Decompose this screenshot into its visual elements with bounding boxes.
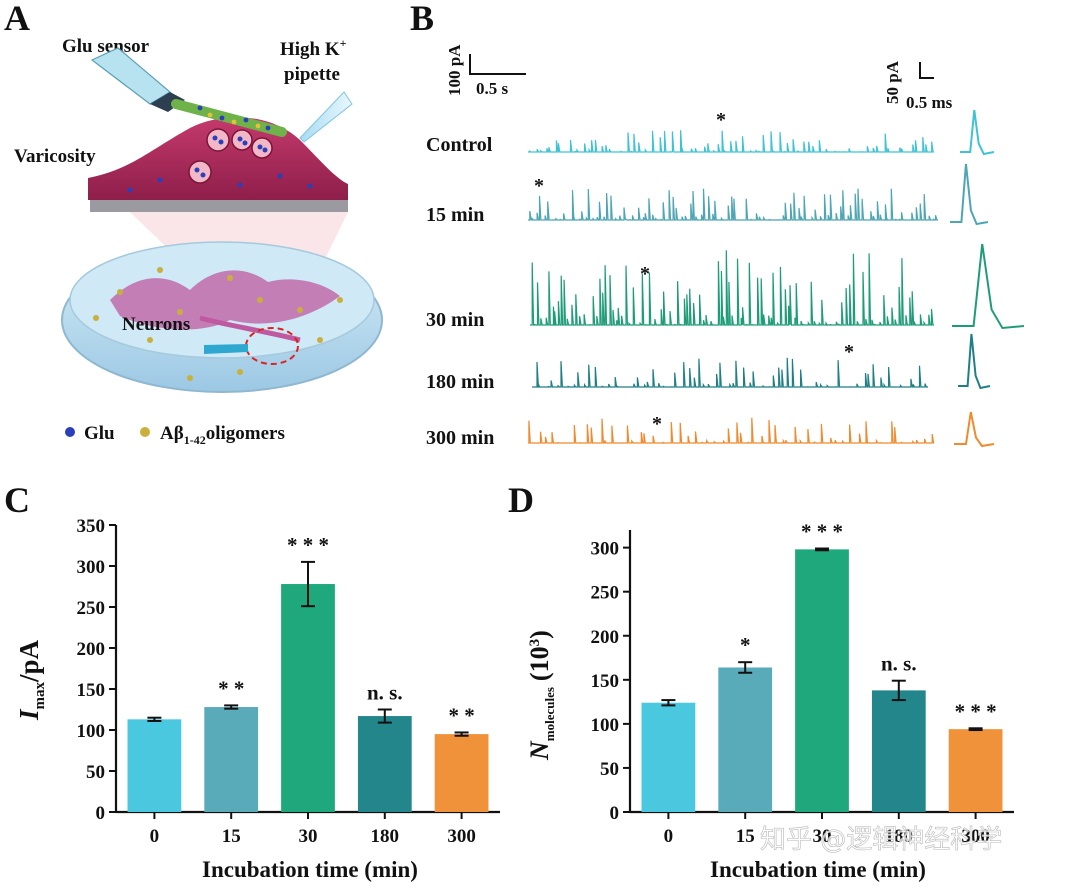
varicosity-illustration <box>88 117 348 212</box>
varicosity-label: Varicosity <box>14 146 96 167</box>
chart-d: 0 50 100 150 200 250 300 0 15 * 30 * * * 180 n. s. 300… <box>591 520 1014 847</box>
pipette-label-line2: pipette <box>284 64 340 85</box>
scale-left-y-label: 100 pA <box>445 44 464 96</box>
chart-d-significance-label: * * * <box>801 520 843 544</box>
chart-c-xtick-label: 0 <box>150 826 160 847</box>
chart-c: 0 50 100 150 200 250 300 350 0 15 * * 30 * * * 180 n. … <box>77 516 500 847</box>
chart-d-ytick-label: 50 <box>600 759 619 780</box>
chart-c-ytick-label: 0 <box>96 803 106 824</box>
scale-bar-left <box>469 54 526 75</box>
trace-300min <box>528 417 935 444</box>
spike-180min <box>958 333 991 390</box>
chart-d-xtick-label: 30 <box>813 826 832 847</box>
chart-d-bar <box>718 667 773 812</box>
panel-b: B 100 pA 0.5 s 50 pA 0.5 ms Control 15 m… <box>410 0 1025 449</box>
chart-d-bar <box>641 702 696 812</box>
chart-d-significance-label: n. s. <box>881 652 917 676</box>
chart-c-ytick-label: 200 <box>77 639 106 660</box>
neurons-label: Neurons <box>122 314 190 335</box>
chart-d-xtick-label: 180 <box>885 826 914 847</box>
scale-right-x-label: 0.5 ms <box>906 93 953 112</box>
glu-sensor-electrode <box>90 47 287 137</box>
chart-c-bar <box>127 719 182 812</box>
chart-d-ytick-label: 0 <box>610 803 620 824</box>
chart-d-bar <box>948 729 1003 812</box>
trace-control <box>528 130 934 153</box>
trace-180min <box>532 357 928 388</box>
chart-d-xlabel: Incubation time (min) <box>710 857 926 882</box>
chart-d-significance-label: * * * <box>955 699 997 723</box>
chart-d-ytick-label: 250 <box>591 583 620 604</box>
chart-d-xtick-label: 15 <box>736 826 755 847</box>
chart-c-ytick-label: 300 <box>77 557 106 578</box>
chart-c-bar <box>434 734 489 812</box>
star-30min: * <box>640 263 650 285</box>
chart-d-significance-label: * <box>740 633 751 657</box>
chart-c-ytick-label: 250 <box>77 598 106 619</box>
watermark: 知乎 @逻辑神经科学 <box>760 825 1002 855</box>
chart-c-significance-label: n. s. <box>367 681 403 705</box>
trace-label-180min: 180 min <box>426 371 494 393</box>
chart-c-xlabel: Incubation time (min) <box>202 857 418 882</box>
chart-d-ytick-label: 300 <box>591 539 620 560</box>
panel-c: C 0 50 100 150 200 250 300 350 0 15 * * 30 * * * 180 n… <box>4 480 500 882</box>
legend-glu-label: Glu <box>84 423 115 444</box>
chart-c-ytick-label: 350 <box>77 516 106 537</box>
spike-300min <box>954 411 995 448</box>
chart-c-ytick-label: 50 <box>86 762 105 783</box>
chart-c-xtick-label: 30 <box>299 826 318 847</box>
star-300min: * <box>652 413 662 435</box>
trace-30min <box>530 250 934 326</box>
chart-c-significance-label: * * <box>448 703 474 727</box>
chart-c-significance-label: * * <box>218 676 244 700</box>
scale-right-y-label: 50 pA <box>883 60 902 104</box>
spike-30min <box>952 243 1025 330</box>
chart-d-bar <box>871 690 926 812</box>
star-180min: * <box>844 341 854 363</box>
trace-label-control: Control <box>426 134 493 156</box>
petri-dish <box>61 241 383 393</box>
star-control: * <box>716 109 726 131</box>
trace-label-15min: 15 min <box>426 204 484 226</box>
trace-label-30min: 30 min <box>426 309 484 331</box>
chart-d-xtick-label: 300 <box>961 826 990 847</box>
panel-letter-b: B <box>410 0 434 38</box>
trace-label-300min: 300 min <box>426 427 494 449</box>
glu-legend-dot <box>65 427 75 437</box>
star-15min: * <box>534 175 544 197</box>
legend-abeta-label: Aβ1-42oligomers <box>160 423 285 447</box>
chart-c-bar <box>357 716 412 812</box>
panel-letter-d: D <box>508 480 534 520</box>
chart-c-xtick-label: 180 <box>371 826 400 847</box>
panel-d: D 0 50 100 150 200 250 300 0 15 * 30 * * * 180 n. s. 3… <box>508 480 1014 882</box>
abeta-legend-dot <box>140 427 150 437</box>
high-k-pipette <box>299 91 353 143</box>
chart-c-ylabel: Imax/pA <box>14 639 48 721</box>
panel-letter-a: A <box>4 0 30 38</box>
chart-c-xtick-label: 300 <box>447 826 476 847</box>
chart-d-ytick-label: 150 <box>591 671 620 692</box>
chart-c-ytick-label: 100 <box>77 721 106 742</box>
chart-d-ytick-label: 200 <box>591 627 620 648</box>
spike-control <box>960 109 995 156</box>
trace-15min <box>528 188 938 221</box>
spike-15min <box>950 163 989 226</box>
panel-letter-c: C <box>4 480 30 520</box>
chart-c-significance-label: * * * <box>287 533 329 557</box>
chart-c-xtick-label: 15 <box>222 826 241 847</box>
pipette-label-line1: High K+ <box>280 36 347 60</box>
glu-sensor-label: Glu sensor <box>62 36 150 57</box>
chart-c-bar <box>204 707 259 812</box>
chart-c-ytick-label: 150 <box>77 680 106 701</box>
chart-c-bar <box>281 584 335 812</box>
chart-d-xtick-label: 0 <box>664 826 674 847</box>
chart-d-ytick-label: 100 <box>591 715 620 736</box>
scale-bar-right <box>919 62 934 79</box>
chart-d-ylabel: Nmolecules(103) <box>525 630 557 761</box>
chart-d-bar <box>795 549 849 812</box>
scale-left-x-label: 0.5 s <box>476 79 509 98</box>
panel-a: A Glu sensor High K+ pipette Varicosity <box>4 0 383 447</box>
